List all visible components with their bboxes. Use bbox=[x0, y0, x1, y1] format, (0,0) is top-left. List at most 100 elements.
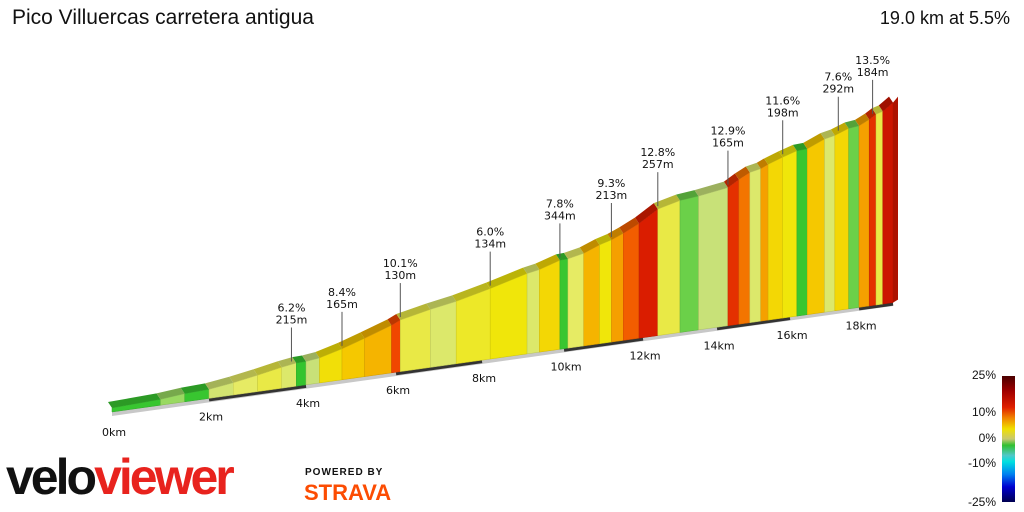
legend-label: 0% bbox=[978, 431, 996, 445]
gradient-legend-bar bbox=[1002, 376, 1015, 502]
profile-segment bbox=[782, 150, 798, 319]
annotation-length: 292m bbox=[822, 83, 854, 96]
profile-segment bbox=[559, 258, 569, 350]
profile-segment bbox=[834, 128, 849, 312]
segment-top bbox=[792, 142, 808, 151]
profile-segment bbox=[526, 269, 540, 355]
km-bar bbox=[716, 316, 791, 331]
powered-by-text: POWERED BY bbox=[305, 467, 384, 478]
segment-top bbox=[595, 233, 612, 245]
annotation-gradient: 9.3% bbox=[597, 177, 625, 190]
profile-segment bbox=[623, 223, 640, 341]
profile-segment bbox=[430, 301, 457, 368]
x-tick-label: 4km bbox=[296, 397, 320, 410]
segment-top bbox=[745, 162, 761, 173]
segment-top bbox=[865, 108, 876, 120]
strava-logo: STRAVA bbox=[304, 480, 392, 505]
legend-label: -10% bbox=[967, 456, 996, 470]
profile-segment bbox=[796, 148, 808, 317]
segment-top bbox=[619, 217, 640, 234]
segment-top bbox=[180, 383, 209, 394]
x-tick-label: 16km bbox=[776, 329, 807, 342]
profile-segment bbox=[727, 179, 740, 327]
km-bar bbox=[563, 336, 644, 352]
segment-top bbox=[535, 254, 560, 270]
annotation-length: 184m bbox=[857, 66, 889, 79]
profile-segment bbox=[489, 273, 528, 360]
segment-top bbox=[205, 376, 234, 390]
profile-segment bbox=[391, 319, 401, 374]
segment-top bbox=[360, 319, 392, 339]
x-tick-label: 2km bbox=[199, 410, 223, 423]
x-tick-label: 10km bbox=[550, 361, 581, 374]
segment-top bbox=[878, 96, 893, 112]
km-bar bbox=[395, 359, 483, 376]
segment-top bbox=[338, 332, 365, 349]
profile-segment bbox=[400, 309, 431, 372]
profile-segment bbox=[611, 232, 624, 343]
x-tick-label: 8km bbox=[472, 372, 496, 385]
annotation-length: 215m bbox=[276, 313, 308, 326]
segment-top bbox=[387, 314, 401, 326]
segment-top bbox=[579, 238, 600, 254]
x-tick-label: 14km bbox=[703, 339, 734, 352]
segment-top bbox=[756, 158, 769, 169]
veloviewer-logo: veloviewer bbox=[6, 449, 235, 505]
profile-segment bbox=[868, 113, 877, 307]
segment-top bbox=[778, 144, 797, 158]
annotation-gradient: 8.4% bbox=[328, 286, 356, 299]
segment-top bbox=[563, 247, 584, 259]
segment-top bbox=[108, 393, 161, 408]
segment-top bbox=[292, 355, 306, 364]
profile-segment bbox=[305, 357, 320, 386]
profile-segment bbox=[882, 102, 894, 305]
road-base bbox=[112, 302, 893, 416]
segment-top bbox=[315, 342, 342, 358]
segment-top bbox=[635, 203, 658, 224]
profile-segment bbox=[296, 361, 307, 387]
segment-top bbox=[253, 361, 282, 376]
segment-top bbox=[555, 252, 568, 261]
annotation-gradient: 11.6% bbox=[765, 94, 800, 107]
x-tick-label: 0km bbox=[102, 426, 126, 439]
annotation-gradient: 6.0% bbox=[476, 226, 504, 239]
profile-segment bbox=[567, 253, 584, 349]
route-summary: 19.0 km at 5.5% bbox=[879, 8, 1010, 28]
segment-top bbox=[676, 190, 699, 201]
profile-segment bbox=[767, 156, 783, 321]
segment-top bbox=[302, 351, 320, 362]
annotation-gradient: 6.2% bbox=[277, 301, 305, 314]
annotation-length: 257m bbox=[642, 158, 674, 171]
segment-top bbox=[734, 166, 750, 180]
annotation-gradient: 10.1% bbox=[383, 257, 418, 270]
segment-top bbox=[830, 122, 849, 136]
annotation-length: 213m bbox=[596, 189, 628, 202]
profile-segment bbox=[657, 200, 681, 336]
segment-top bbox=[764, 151, 783, 165]
profile-segment bbox=[455, 288, 491, 365]
profile-segment bbox=[638, 208, 659, 339]
profile-segment bbox=[875, 111, 884, 306]
segment-top bbox=[653, 194, 680, 210]
legend-label: -25% bbox=[967, 495, 996, 509]
segment-top bbox=[396, 303, 431, 321]
profile-segment bbox=[281, 362, 297, 389]
annotation-length: 165m bbox=[712, 137, 744, 150]
annotation-length: 198m bbox=[767, 106, 799, 119]
segment-top bbox=[156, 387, 185, 400]
km-bar bbox=[858, 301, 894, 311]
legend-label: 25% bbox=[971, 368, 996, 382]
annotation-length: 130m bbox=[384, 269, 416, 282]
profile-segment bbox=[679, 195, 699, 333]
segment-top bbox=[452, 282, 491, 302]
profile-segment bbox=[583, 244, 600, 347]
annotation-gradient: 12.8% bbox=[640, 146, 675, 159]
profile-segment bbox=[807, 138, 825, 315]
x-tick-label: 12km bbox=[629, 350, 660, 363]
segment-top bbox=[855, 113, 870, 126]
x-tick-label: 6km bbox=[386, 384, 410, 397]
annotation-gradient: 12.9% bbox=[710, 125, 745, 138]
legend-label: 10% bbox=[971, 405, 996, 419]
profile-segment bbox=[824, 135, 836, 313]
segment-top bbox=[872, 105, 883, 115]
